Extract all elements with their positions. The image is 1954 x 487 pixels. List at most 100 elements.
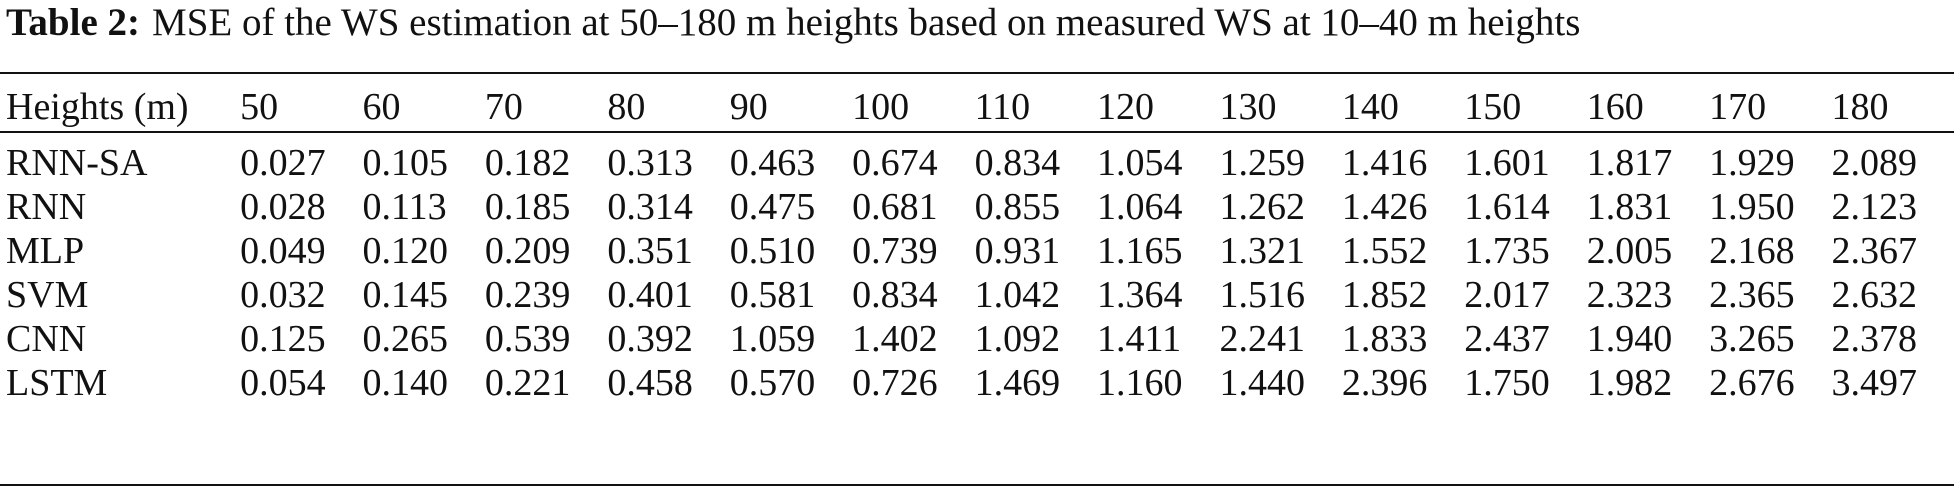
header-height-cell: 80	[607, 86, 646, 128]
mse-value-cell: 2.396	[1341, 362, 1428, 404]
mse-value-cell: 0.458	[607, 362, 693, 404]
table-row: LSTM 0.054 0.140 0.221 0.458 0.570 0.726 1.469 1…	[0, 361, 1954, 405]
mse-value-cell: 2.437	[1464, 318, 1550, 360]
mse-value-cell: 0.049	[240, 230, 326, 272]
mse-value-cell: 1.426	[1341, 186, 1428, 228]
mse-value-cell: 0.855	[974, 186, 1061, 228]
mse-value-cell: 1.092	[974, 318, 1061, 360]
row-model-name: CNN	[6, 318, 87, 360]
table-caption-text: MSE of the WS estimation at 50–180 m hei…	[152, 1, 1581, 44]
table-body: RNN-SA 0.027 0.105 0.182 0.313 0.463 0.674 0.83…	[0, 129, 1954, 405]
mse-value-cell: 0.105	[362, 142, 448, 184]
mse-value-cell: 3.265	[1709, 318, 1795, 360]
mse-value-cell: 0.028	[240, 186, 326, 228]
mse-value-cell: 1.402	[852, 318, 938, 360]
row-model-name: LSTM	[6, 362, 108, 404]
mse-value-cell: 1.982	[1586, 362, 1673, 404]
mse-value-cell: 0.739	[852, 230, 938, 272]
header-height-cell: 70	[484, 86, 523, 128]
table-header-row: Heights (m) 50 60 70 80 90 100 110 120 1…	[0, 85, 1954, 129]
table-row: SVM 0.032 0.145 0.239 0.401 0.581 0.834 1.042 1.…	[0, 273, 1954, 317]
header-height-cell: 50	[240, 86, 279, 128]
mse-value-cell: 0.185	[484, 186, 571, 228]
mse-value-cell: 1.735	[1464, 230, 1550, 272]
mse-value-cell: 2.241	[1219, 318, 1305, 360]
mse-value-cell: 0.674	[852, 142, 938, 184]
mse-value-cell: 0.351	[607, 230, 693, 272]
mse-value-cell: 2.323	[1586, 274, 1673, 316]
mse-value-cell: 1.262	[1219, 186, 1305, 228]
mse-value-cell: 2.017	[1464, 274, 1550, 316]
mse-value-cell: 2.632	[1831, 274, 1918, 316]
mse-value-cell: 1.440	[1219, 362, 1305, 404]
mse-value-cell: 0.401	[607, 274, 693, 316]
mse-value-cell: 2.005	[1586, 230, 1673, 272]
mse-value-cell: 0.539	[484, 318, 571, 360]
table-row: RNN-SA 0.027 0.105 0.182 0.313 0.463 0.674 0.83…	[0, 129, 1954, 185]
mse-value-cell: 1.950	[1709, 186, 1795, 228]
mse-value-cell: 1.469	[974, 362, 1061, 404]
row-model-name: RNN-SA	[6, 142, 148, 184]
mse-value-cell: 1.054	[1097, 142, 1183, 184]
mse-value-cell: 0.054	[240, 362, 326, 404]
mse-value-cell: 0.182	[484, 142, 571, 184]
table-row: CNN 0.125 0.265 0.539 0.392 1.059 1.402 1.092 1.…	[0, 317, 1954, 361]
mse-value-cell: 1.064	[1097, 186, 1183, 228]
mse-value-cell: 1.411	[1097, 318, 1182, 360]
mse-value-cell: 1.852	[1341, 274, 1428, 316]
mse-value-cell: 1.416	[1341, 142, 1428, 184]
mse-value-cell: 2.089	[1831, 142, 1918, 184]
mse-value-cell: 1.321	[1219, 230, 1305, 272]
mse-value-cell: 2.168	[1709, 230, 1795, 272]
mse-value-cell: 2.378	[1831, 318, 1918, 360]
mse-value-cell: 0.581	[729, 274, 816, 316]
mse-value-cell: 0.239	[484, 274, 571, 316]
table-row: RNN 0.028 0.113 0.185 0.314 0.475 0.681 0.855 1.…	[0, 185, 1954, 229]
mse-value-cell: 1.165	[1097, 230, 1183, 272]
row-model-name: RNN	[6, 186, 87, 228]
mse-value-cell: 1.831	[1586, 186, 1673, 228]
mse-value-cell: 0.834	[974, 142, 1061, 184]
mse-value-cell: 0.221	[484, 362, 571, 404]
mse-value-cell: 0.145	[362, 274, 448, 316]
table-caption: Table 2: MSE of the WS estimation at 50–1…	[6, 0, 1580, 46]
mse-value-cell: 2.367	[1831, 230, 1918, 272]
header-height-cell: 180	[1831, 86, 1889, 128]
mse-value-cell: 0.681	[852, 186, 938, 228]
mse-value-cell: 1.516	[1219, 274, 1305, 316]
mse-value-cell: 1.833	[1341, 318, 1428, 360]
mse-value-cell: 0.265	[362, 318, 448, 360]
mse-value-cell: 1.940	[1586, 318, 1673, 360]
row-model-name: SVM	[6, 274, 89, 316]
header-label-cell: Heights (m)	[6, 86, 189, 128]
mse-table: Heights (m) 50 60 70 80 90 100 110 120 1…	[0, 85, 1954, 405]
mse-value-cell: 0.209	[484, 230, 571, 272]
mse-value-cell: 1.364	[1097, 274, 1183, 316]
mse-value-cell: 3.497	[1831, 362, 1918, 404]
mse-value-cell: 2.123	[1831, 186, 1918, 228]
mse-value-cell: 0.570	[729, 362, 816, 404]
mse-value-cell: 0.140	[362, 362, 448, 404]
row-model-name: MLP	[6, 230, 85, 272]
mse-value-cell: 1.601	[1464, 142, 1550, 184]
mse-value-cell: 0.032	[240, 274, 326, 316]
header-height-cell: 140	[1341, 86, 1399, 128]
header-height-cell: 90	[729, 86, 768, 128]
mse-value-cell: 1.614	[1464, 186, 1550, 228]
header-height-cell: 170	[1709, 86, 1767, 128]
header-height-cell: 60	[362, 86, 401, 128]
mse-value-cell: 2.676	[1709, 362, 1795, 404]
mse-value-cell: 1.259	[1219, 142, 1305, 184]
mse-value-cell: 0.313	[607, 142, 693, 184]
table-bottom-rule	[0, 484, 1954, 486]
header-height-cell: 100	[852, 86, 910, 128]
mse-value-cell: 0.392	[607, 318, 693, 360]
header-height-cell: 130	[1219, 86, 1277, 128]
mse-value-cell: 0.113	[362, 186, 447, 228]
header-height-cell: 120	[1097, 86, 1155, 128]
mse-value-cell: 0.834	[852, 274, 938, 316]
mse-value-cell: 0.027	[240, 142, 326, 184]
mse-value-cell: 0.475	[729, 186, 816, 228]
header-height-cell: 110	[974, 86, 1031, 128]
mse-value-cell: 1.059	[729, 318, 816, 360]
